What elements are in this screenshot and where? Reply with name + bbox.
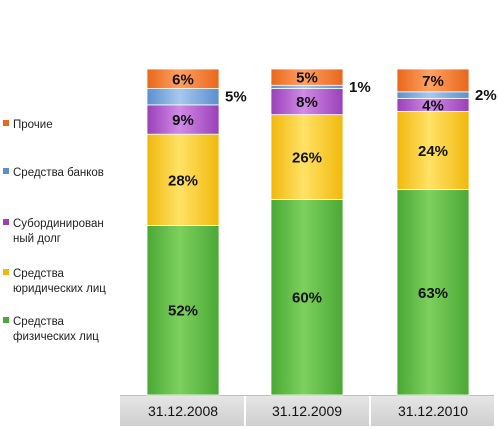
legend-label: Субординирован (13, 218, 104, 230)
axis-band-bg (120, 395, 494, 426)
data-label: 60% (292, 290, 322, 307)
bars: 52% 28% 9% 5% 6% 60% 26% 8% 1% 5% 63% 24% 4% 2% 7% (146, 68, 497, 396)
legend-label: юридических лиц (13, 283, 106, 295)
bar-segment (270, 114, 344, 200)
legend: Прочие Средства банков Субординирован ный д… (3, 119, 106, 343)
data-label: 63% (418, 285, 448, 302)
bar-segment (146, 88, 220, 106)
bar-segment (146, 68, 220, 89)
bar-segment (396, 110, 470, 191)
data-label: 24% (418, 143, 448, 160)
legend-swatch (3, 168, 9, 174)
legend-swatch (3, 269, 9, 275)
data-label: 2% (475, 87, 497, 104)
category-axis-band: 31.12.2008 31.12.2009 31.12.2010 (120, 395, 494, 426)
legend-swatch (3, 317, 9, 323)
legend-swatch (3, 219, 9, 225)
data-label: 5% (225, 89, 247, 106)
bar-segment (270, 88, 344, 116)
data-label: 28% (168, 172, 198, 189)
legend-label: Средства (13, 268, 65, 280)
category-label: 31.12.2010 (398, 403, 468, 419)
bar-segment (270, 198, 344, 396)
legend-label: ный долг (13, 233, 61, 245)
data-label: 7% (422, 73, 444, 90)
data-label: 6% (172, 71, 194, 88)
bar-segment (396, 189, 470, 396)
legend-label: Прочие (13, 119, 53, 131)
data-label: 4% (422, 97, 444, 114)
data-label: 9% (172, 112, 194, 129)
data-label: 5% (296, 70, 318, 87)
bar-segment (146, 225, 220, 396)
category-label: 31.12.2008 (148, 403, 218, 419)
category-label: 31.12.2009 (272, 403, 342, 419)
bar-segment (146, 104, 220, 135)
legend-label: Средства банков (13, 167, 104, 179)
bar-segment (396, 68, 470, 93)
legend-label: Средства (13, 316, 65, 328)
bar-segment (270, 68, 344, 86)
data-label: 8% (296, 94, 318, 111)
legend-swatch (3, 120, 9, 126)
bar-segment (396, 91, 470, 99)
bar-segment (146, 133, 220, 226)
legend-label: физических лиц (13, 331, 99, 343)
data-label: 1% (349, 79, 371, 96)
data-label: 52% (168, 303, 198, 320)
data-label: 26% (292, 150, 322, 167)
